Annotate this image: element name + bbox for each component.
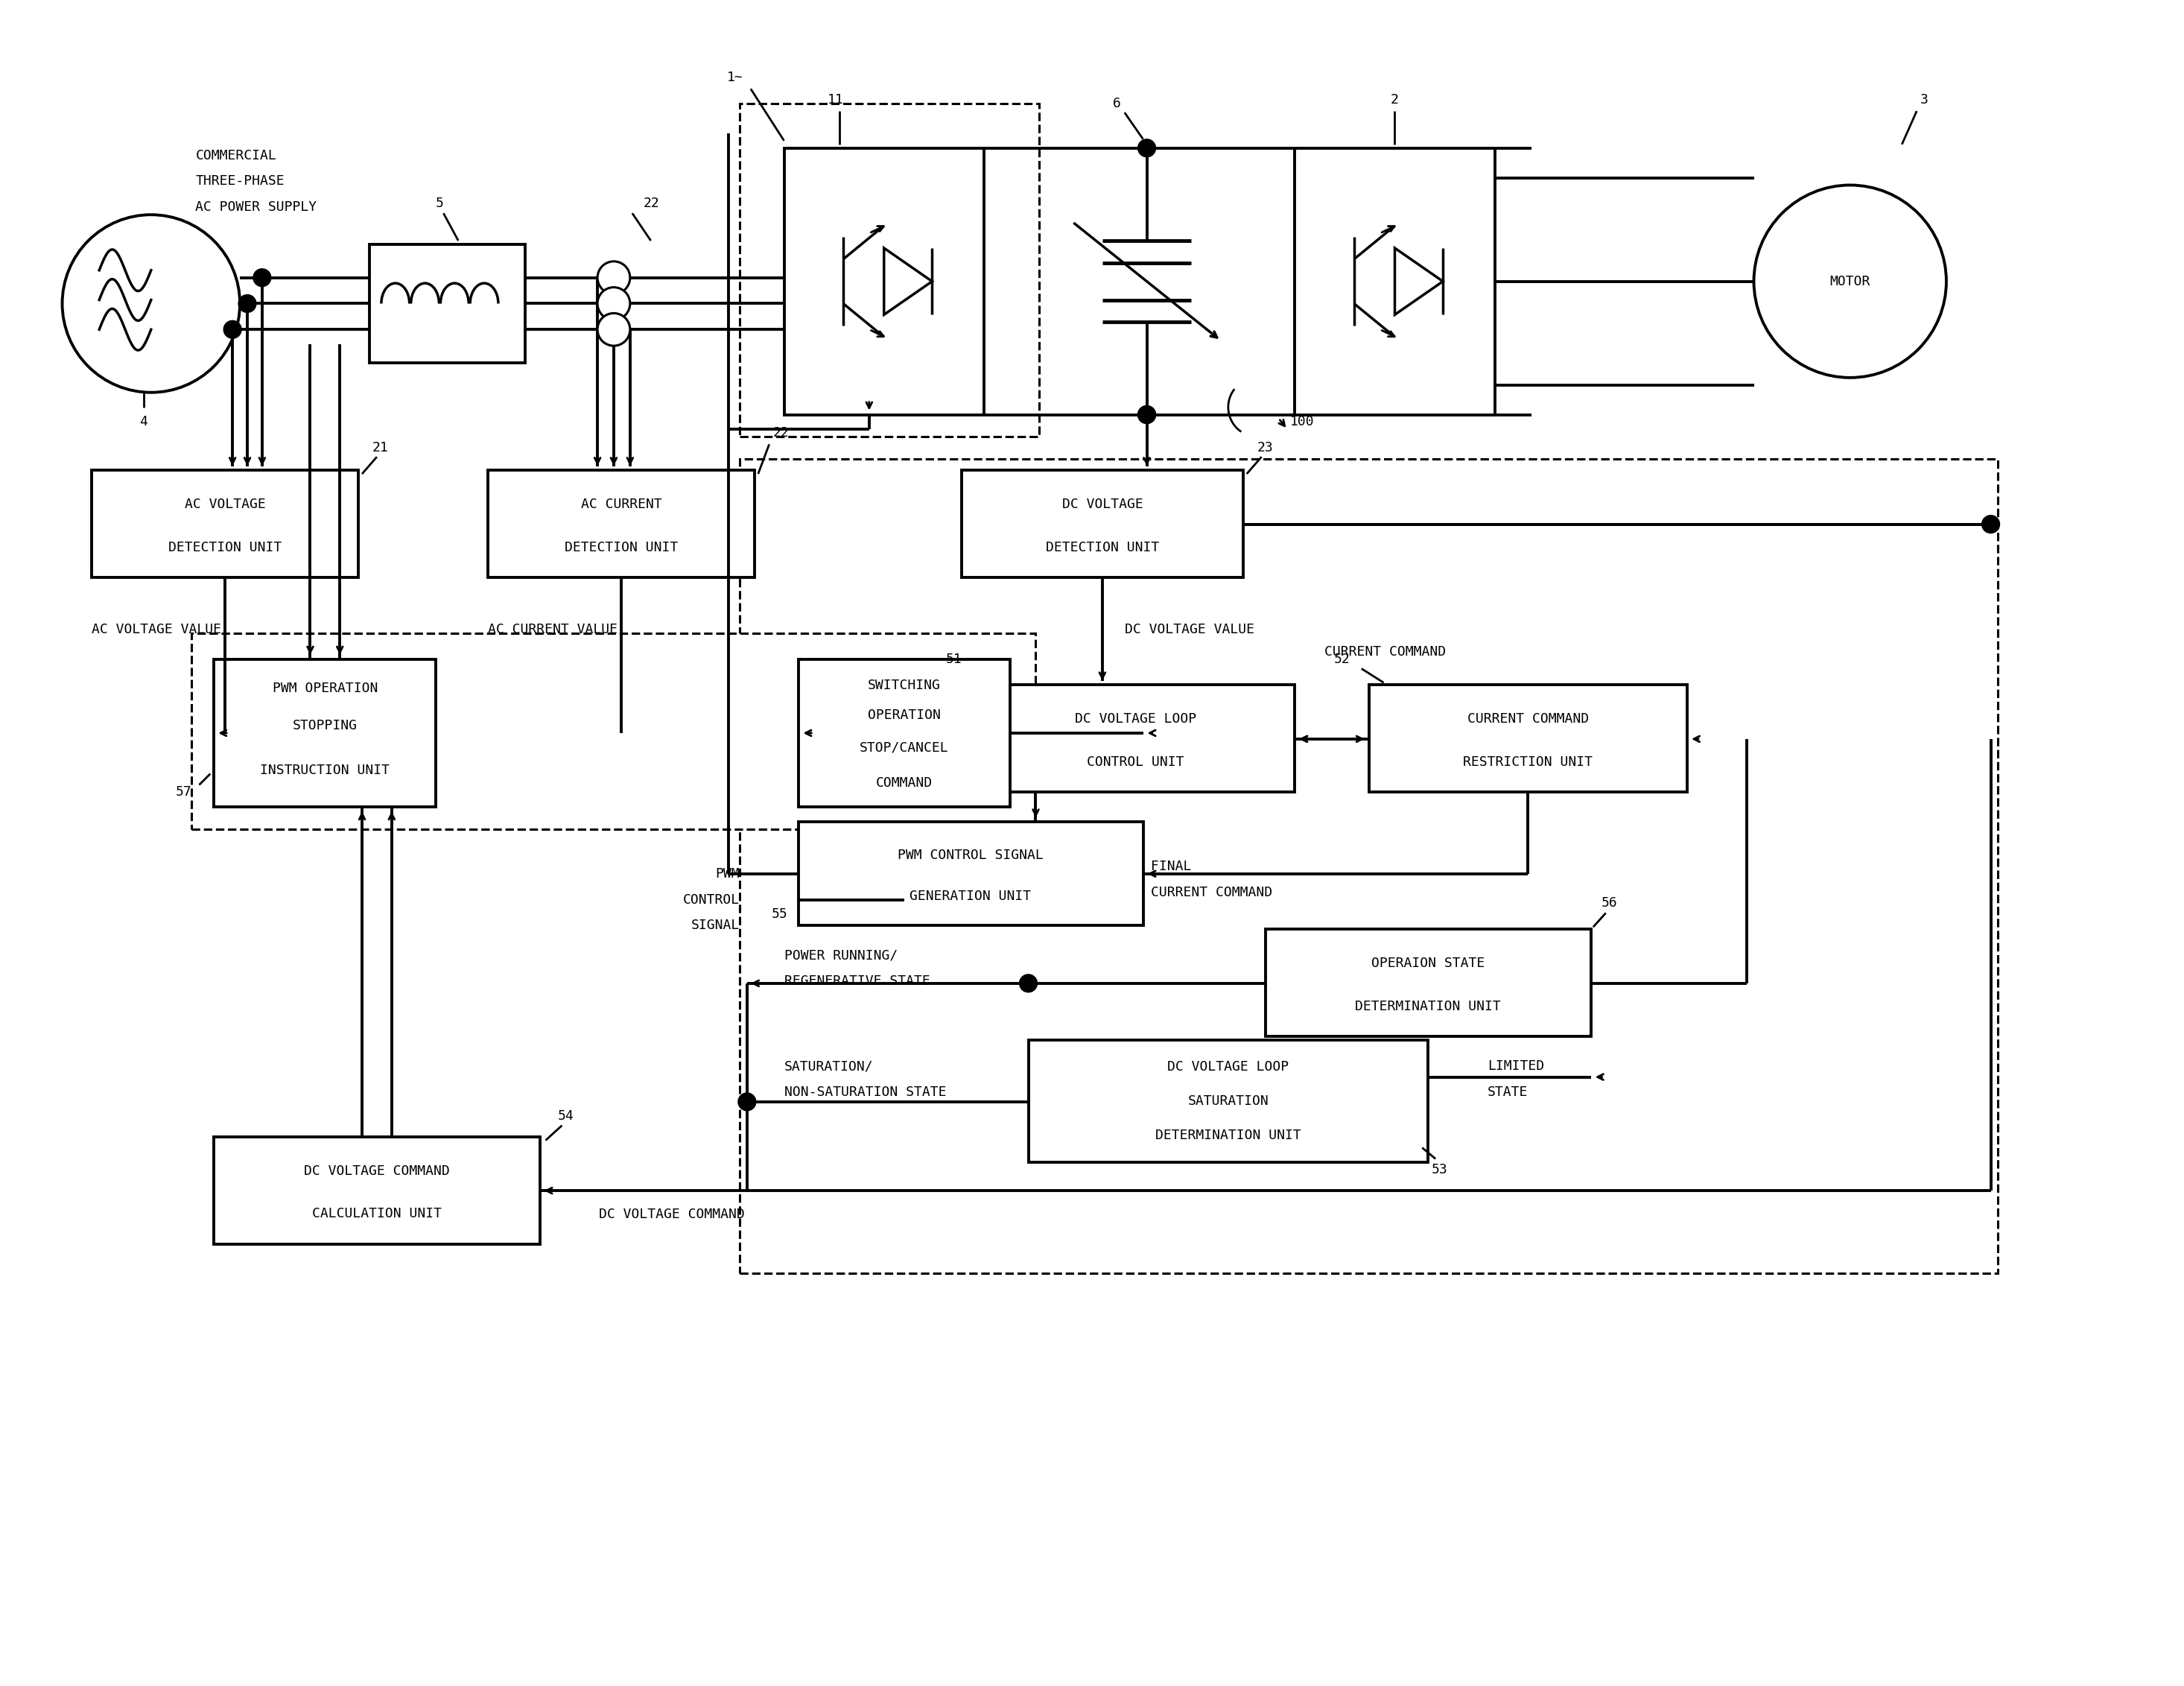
Text: DC VOLTAGE LOOP: DC VOLTAGE LOOP (1168, 1060, 1289, 1074)
Text: 22: 22 (644, 197, 660, 211)
Circle shape (1754, 185, 1946, 378)
Text: POWER RUNNING/: POWER RUNNING/ (784, 949, 898, 963)
Text: DC VOLTAGE COMMAND: DC VOLTAGE COMMAND (598, 1207, 745, 1221)
Text: NON-SATURATION STATE: NON-SATURATION STATE (784, 1086, 946, 1099)
Text: CURRENT COMMAND: CURRENT COMMAND (1468, 713, 1588, 727)
Circle shape (1138, 140, 1155, 157)
Text: AC CURRENT VALUE: AC CURRENT VALUE (487, 622, 618, 636)
Text: REGENERATIVE STATE: REGENERATIVE STATE (784, 975, 930, 988)
Bar (799, 659, 1009, 808)
Bar (1029, 1040, 1428, 1163)
Text: DC VOLTAGE LOOP: DC VOLTAGE LOOP (1075, 713, 1197, 727)
Text: DC VOLTAGE VALUE: DC VOLTAGE VALUE (1125, 622, 1254, 636)
Circle shape (1138, 406, 1155, 423)
Text: LIMITED: LIMITED (1487, 1059, 1544, 1072)
Text: OPERATION: OPERATION (867, 708, 941, 722)
Text: FINAL: FINAL (1151, 860, 1190, 873)
Bar (1369, 685, 1688, 792)
Circle shape (598, 314, 629, 346)
Circle shape (223, 320, 242, 339)
Circle shape (1138, 406, 1155, 423)
Text: CONTROL: CONTROL (684, 894, 740, 907)
Text: PWM CONTROL SIGNAL: PWM CONTROL SIGNAL (898, 848, 1044, 862)
Text: 22: 22 (773, 427, 788, 440)
Circle shape (238, 295, 256, 312)
Text: AC CURRENT: AC CURRENT (581, 497, 662, 511)
Bar (976, 685, 1295, 792)
Text: 1~: 1~ (727, 71, 743, 84)
Text: 52: 52 (1334, 652, 1350, 666)
Text: STATE: STATE (1487, 1086, 1529, 1099)
Circle shape (598, 287, 629, 320)
Text: AC VOLTAGE VALUE: AC VOLTAGE VALUE (92, 622, 221, 636)
Polygon shape (885, 248, 933, 315)
Bar (487, 470, 753, 578)
Text: 51: 51 (946, 652, 961, 666)
Text: 11: 11 (828, 93, 843, 106)
Text: DETERMINATION UNIT: DETERMINATION UNIT (1155, 1130, 1302, 1143)
Bar (369, 244, 524, 362)
Text: THREE-PHASE: THREE-PHASE (197, 175, 284, 189)
Text: CONTROL UNIT: CONTROL UNIT (1088, 755, 1184, 769)
Text: 57: 57 (175, 786, 192, 799)
Bar (1295, 148, 1494, 415)
Text: 23: 23 (1258, 442, 1273, 455)
Text: MOTOR: MOTOR (1830, 275, 1870, 288)
Text: SATURATION: SATURATION (1188, 1094, 1269, 1108)
Text: CURRENT COMMAND: CURRENT COMMAND (1324, 644, 1446, 658)
Text: STOP/CANCEL: STOP/CANCEL (860, 742, 948, 755)
Text: COMMAND: COMMAND (876, 777, 933, 791)
Bar (192, 632, 1035, 830)
Text: GENERATION UNIT: GENERATION UNIT (911, 890, 1031, 904)
Text: AC VOLTAGE: AC VOLTAGE (186, 497, 266, 511)
Text: DC VOLTAGE COMMAND: DC VOLTAGE COMMAND (304, 1165, 450, 1177)
Text: 56: 56 (1601, 897, 1618, 910)
Text: STOPPING: STOPPING (293, 718, 358, 732)
Text: DETERMINATION UNIT: DETERMINATION UNIT (1356, 1000, 1500, 1013)
Circle shape (1020, 975, 1037, 991)
Circle shape (61, 214, 240, 393)
Text: CALCULATION UNIT: CALCULATION UNIT (312, 1207, 441, 1221)
Text: RESTRICTION UNIT: RESTRICTION UNIT (1463, 755, 1592, 769)
Text: COMMERCIAL: COMMERCIAL (197, 148, 277, 162)
Bar (740, 459, 1998, 1273)
Polygon shape (1396, 248, 1444, 315)
Bar (214, 1136, 539, 1244)
Text: DC VOLTAGE: DC VOLTAGE (1061, 497, 1142, 511)
Bar (1265, 929, 1590, 1037)
Text: 2: 2 (1391, 93, 1398, 106)
Bar (214, 659, 437, 808)
Text: PWM OPERATION: PWM OPERATION (273, 681, 378, 695)
Text: SATURATION/: SATURATION/ (784, 1059, 874, 1072)
Text: CURRENT COMMAND: CURRENT COMMAND (1151, 885, 1271, 899)
Bar (740, 103, 1040, 437)
Text: SWITCHING: SWITCHING (867, 679, 941, 693)
Text: 54: 54 (557, 1109, 574, 1123)
Text: 6: 6 (1114, 98, 1120, 110)
Text: DETECTION UNIT: DETECTION UNIT (563, 541, 677, 555)
Text: PWM: PWM (716, 867, 740, 880)
Text: 100: 100 (1291, 415, 1315, 428)
Text: DETECTION UNIT: DETECTION UNIT (168, 541, 282, 555)
Text: DETECTION UNIT: DETECTION UNIT (1046, 541, 1160, 555)
Bar (799, 821, 1142, 926)
Text: SIGNAL: SIGNAL (690, 919, 740, 932)
Text: 4: 4 (140, 415, 149, 428)
Circle shape (1981, 516, 2001, 533)
Bar (784, 148, 985, 415)
Text: OPERAION STATE: OPERAION STATE (1372, 958, 1485, 971)
Text: AC POWER SUPPLY: AC POWER SUPPLY (197, 201, 317, 214)
Text: 53: 53 (1431, 1163, 1448, 1177)
Text: 5: 5 (437, 197, 443, 211)
Text: 21: 21 (373, 442, 389, 455)
Circle shape (598, 261, 629, 293)
Bar (961, 470, 1243, 578)
Bar (92, 470, 358, 578)
Text: INSTRUCTION UNIT: INSTRUCTION UNIT (260, 764, 389, 777)
Text: 3: 3 (1920, 93, 1928, 106)
Circle shape (738, 1093, 756, 1111)
Text: 55: 55 (771, 907, 788, 921)
Circle shape (253, 268, 271, 287)
